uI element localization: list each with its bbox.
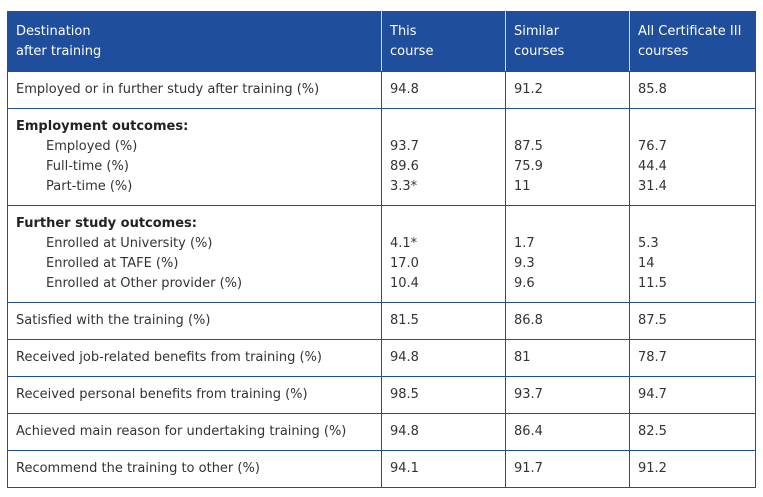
group-title: Further study outcomes: [16,216,197,231]
row-label: Achieved main reason for undertaking tra… [7,413,382,451]
sub-label: Enrolled at Other provider (%) [46,276,243,291]
group-this: 93.7 89.6 3.3* [381,108,506,206]
cell-this: 94.8 [381,413,506,451]
table-row: Received job-related benefits from train… [7,339,756,377]
cell-this: 94.1 [381,450,506,488]
group-labels: Employment outcomes: Employed (%) Full-t… [7,108,382,206]
group-all: 76.7 44.4 31.4 [629,108,756,206]
table-row: Satisfied with the training (%) 81.5 86.… [7,302,756,340]
cell-this: 3.3* [390,179,418,194]
table-row-group: Employment outcomes: Employed (%) Full-t… [7,108,756,206]
group-labels: Further study outcomes: Enrolled at Univ… [7,205,382,303]
row-label: Received job-related benefits from train… [7,339,382,377]
sub-label: Full-time (%) [46,159,129,174]
group-this: 4.1* 17.0 10.4 [381,205,506,303]
cell-all: 44.4 [638,159,667,174]
sub-label: Employed (%) [46,139,138,154]
sub-label: Part-time (%) [46,179,133,194]
cell-this: 17.0 [390,256,419,271]
cell-all: 11.5 [638,276,667,291]
header-this-course: This course [381,11,506,72]
cell-all: 85.8 [629,71,756,109]
row-label: Employed or in further study after train… [7,71,382,109]
cell-this: 4.1* [390,236,418,251]
cell-similar: 91.7 [505,450,630,488]
cell-similar: 86.8 [505,302,630,340]
cell-this: 93.7 [390,139,419,154]
row-label: Satisfied with the training (%) [7,302,382,340]
cell-similar: 9.3 [514,256,535,271]
cell-all: 91.2 [629,450,756,488]
cell-all: 14 [638,256,655,271]
row-label: Recommend the training to other (%) [7,450,382,488]
row-label: Received personal benefits from training… [7,376,382,414]
cell-all: 78.7 [629,339,756,377]
cell-all: 31.4 [638,179,667,194]
cell-similar: 75.9 [514,159,543,174]
cell-this: 89.6 [390,159,419,174]
cell-this: 10.4 [390,276,419,291]
outcomes-table: Destination after training This course Sim… [7,11,756,488]
group-similar: 1.7 9.3 9.6 [505,205,630,303]
cell-this: 94.8 [381,71,506,109]
header-all-courses: All Certificate III courses [629,11,756,72]
cell-this: 81.5 [381,302,506,340]
cell-similar: 9.6 [514,276,535,291]
group-similar: 87.5 75.9 11 [505,108,630,206]
cell-all: 82.5 [629,413,756,451]
sub-label: Enrolled at TAFE (%) [46,256,179,271]
table-row: Received personal benefits from training… [7,376,756,414]
cell-this: 94.8 [381,339,506,377]
table-row: Recommend the training to other (%) 94.1… [7,450,756,488]
header-row: Destination after training This course Sim… [7,11,756,72]
cell-this: 98.5 [381,376,506,414]
cell-similar: 87.5 [514,139,543,154]
cell-similar: 1.7 [514,236,535,251]
cell-similar: 86.4 [505,413,630,451]
group-title: Employment outcomes: [16,119,189,134]
table-row-group: Further study outcomes: Enrolled at Univ… [7,205,756,303]
table-row: Achieved main reason for undertaking tra… [7,413,756,451]
cell-similar: 11 [514,179,531,194]
table-row: Employed or in further study after train… [7,71,756,109]
sub-label: Enrolled at University (%) [46,236,213,251]
cell-similar: 81 [505,339,630,377]
cell-all: 76.7 [638,139,667,154]
cell-all: 87.5 [629,302,756,340]
header-destination: Destination after training [7,11,382,72]
cell-similar: 93.7 [505,376,630,414]
header-similar-courses: Similar courses [505,11,630,72]
cell-all: 5.3 [638,236,659,251]
cell-all: 94.7 [629,376,756,414]
cell-similar: 91.2 [505,71,630,109]
group-all: 5.3 14 11.5 [629,205,756,303]
